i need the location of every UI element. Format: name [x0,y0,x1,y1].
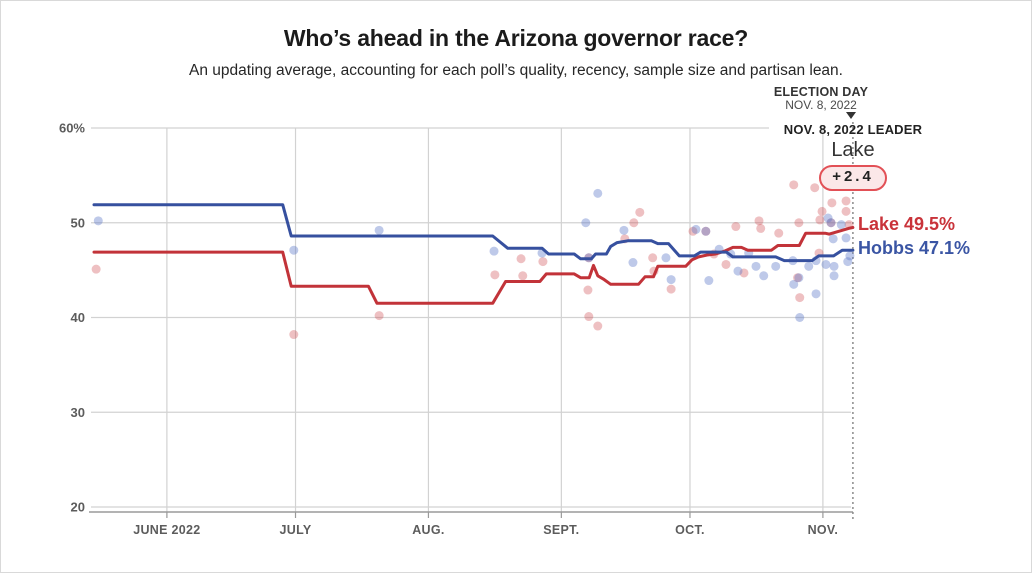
lake-poll-dot [289,330,299,340]
lake-poll-dot [635,207,645,217]
lake-poll-dot [826,218,836,228]
lake-poll-dot [518,271,528,281]
hobbs-poll-dot [828,234,838,244]
month-label: OCT. [675,523,705,537]
hobbs-poll-dot [619,225,629,235]
y-tick-label: 30 [71,405,85,420]
hobbs-poll-dot [489,246,499,256]
hobbs-poll-dot [93,216,103,226]
hobbs-poll-dot [841,233,851,243]
lake-poll-dot [793,273,803,283]
month-label: NOV. [808,523,839,537]
lake-poll-dot [538,257,548,267]
hobbs-poll-dot [829,261,839,271]
hobbs-poll-dot [811,289,821,299]
chart-subtitle: An updating average, accounting for each… [189,62,843,79]
lake-poll-dot [731,222,741,232]
hobbs-poll-dot [661,253,671,263]
lake-poll-dot [739,268,749,278]
lake-poll-dot [584,312,594,322]
hobbs-poll-dot [826,218,836,228]
hobbs-poll-dot [374,225,384,235]
lake-poll-dot [827,198,837,208]
month-label: JUNE 2022 [133,523,200,537]
hobbs-poll-dot [794,273,804,283]
arrow-down-icon [846,112,856,119]
lake-poll-dot [666,284,676,294]
election-day-annotation: ELECTION DAY NOV. 8, 2022 [741,85,901,113]
lake-poll-dot [841,196,851,206]
hobbs-poll-dot [289,245,299,255]
hobbs-poll-dot [704,276,714,286]
month-label: SEPT. [543,523,579,537]
lake-poll-dot [583,285,593,295]
election-day-label: ELECTION DAY [773,85,869,99]
lake-poll-dot [774,228,784,238]
hobbs-poll-dot [795,313,805,322]
hobbs-poll-dot [821,259,831,269]
hobbs-poll-dot [733,266,743,276]
hobbs-average-line [92,203,855,263]
lake-poll-dot [756,223,766,233]
month-label: AUG. [412,523,444,537]
lake-poll-dot [810,183,820,193]
lake-poll-dot [841,206,851,216]
lake-poll-dot [490,270,500,280]
y-tick-label: 20 [71,500,85,515]
leader-name: Lake [831,139,875,162]
hobbs-poll-dot [759,271,769,281]
hobbs-poll-dot [771,261,781,271]
hobbs-poll-dot [701,226,711,236]
lake-poll-dot [648,253,658,263]
leader-margin-badge: +2.4 [819,165,887,191]
hobbs-poll-dot [845,251,855,261]
lake-line-label: Lake 49.5% [858,214,956,234]
lake-poll-dot [721,259,731,269]
lake-poll-dot [817,206,827,216]
lake-poll-dot [815,215,825,225]
hobbs-poll-dot [666,275,676,285]
hobbs-poll-dot [789,279,799,289]
y-tick-label: 60% [59,121,85,136]
hobbs-poll-dot [836,220,846,230]
y-tick-label: 50 [71,215,85,230]
lake-poll-dot [629,218,639,228]
hobbs-poll-dot [804,261,814,271]
lake-poll-dot [701,226,711,236]
lake-poll-dot [789,180,799,190]
hobbs-poll-dot [751,261,761,271]
hobbs-poll-dot [593,188,603,198]
hobbs-poll-dot [628,258,638,268]
hobbs-poll-dot [823,213,833,223]
lake-poll-dot [516,254,526,264]
lake-poll-dot [593,321,603,331]
month-label: JULY [280,523,312,537]
hobbs-line-label: Hobbs 47.1% [858,238,971,258]
lake-poll-dot [374,311,384,321]
y-tick-label: 40 [71,310,85,325]
lake-poll-dot [91,264,101,274]
leader-heading: NOV. 8, 2022 LEADER [783,122,923,137]
lake-poll-dot [754,216,764,226]
lake-poll-dot [795,293,805,303]
lake-poll-dot [688,226,698,236]
chart-title: Who’s ahead in the Arizona governor race… [283,25,749,51]
election-day-date: NOV. 8, 2022 [785,98,857,113]
hobbs-poll-dot [581,218,591,228]
lake-average-line [92,226,855,305]
hobbs-poll-dot [843,257,853,267]
hobbs-poll-dot [829,271,839,281]
hobbs-poll-dot [691,224,701,234]
leader-annotation: NOV. 8, 2022 LEADER Lake +2.4 [773,122,933,191]
lake-poll-dot [794,218,804,228]
